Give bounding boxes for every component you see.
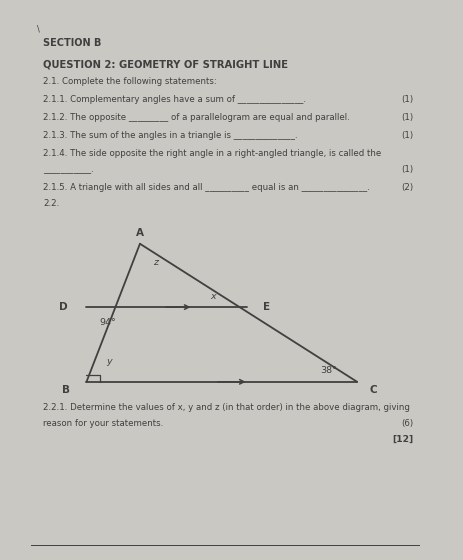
Text: C: C [369, 385, 377, 395]
Text: 2.2.1. Determine the values of x, y and z (in that order) in the above diagram, : 2.2.1. Determine the values of x, y and … [44, 403, 409, 412]
Text: E: E [263, 302, 270, 312]
Text: B: B [63, 385, 70, 395]
Text: (1): (1) [400, 113, 412, 122]
Text: 38°: 38° [319, 366, 337, 375]
Text: 2.1.4. The side opposite the right angle in a right-angled triangle, is called t: 2.1.4. The side opposite the right angle… [44, 148, 381, 157]
Text: (1): (1) [400, 165, 412, 174]
Text: [12]: [12] [391, 435, 412, 444]
Text: x: x [210, 292, 216, 301]
Text: 2.1. Complete the following statements:: 2.1. Complete the following statements: [44, 77, 217, 86]
Text: QUESTION 2: GEOMETRY OF STRAIGHT LINE: QUESTION 2: GEOMETRY OF STRAIGHT LINE [44, 59, 288, 69]
Text: 2.1.1. Complementary angles have a sum of _______________.: 2.1.1. Complementary angles have a sum o… [44, 95, 306, 104]
Text: 94°: 94° [100, 319, 116, 328]
Text: D: D [59, 302, 67, 312]
Text: 2.1.2. The opposite _________ of a parallelogram are equal and parallel.: 2.1.2. The opposite _________ of a paral… [44, 113, 350, 122]
Text: (6): (6) [400, 419, 412, 428]
Text: ___________.: ___________. [44, 165, 94, 174]
Text: z: z [153, 258, 158, 267]
Text: 2.1.3. The sum of the angles in a triangle is ______________.: 2.1.3. The sum of the angles in a triang… [44, 130, 297, 139]
Text: (1): (1) [400, 130, 412, 139]
Text: 2.2.: 2.2. [44, 199, 60, 208]
Text: y: y [106, 357, 112, 366]
Text: reason for your statements.: reason for your statements. [44, 419, 163, 428]
Text: \: \ [37, 25, 40, 34]
Text: A: A [136, 228, 144, 238]
Text: 2.1.5. A triangle with all sides and all __________ equal is an _______________.: 2.1.5. A triangle with all sides and all… [44, 183, 369, 192]
Text: (1): (1) [400, 95, 412, 104]
Text: SECTION B: SECTION B [44, 38, 102, 48]
Text: (2): (2) [400, 183, 412, 192]
